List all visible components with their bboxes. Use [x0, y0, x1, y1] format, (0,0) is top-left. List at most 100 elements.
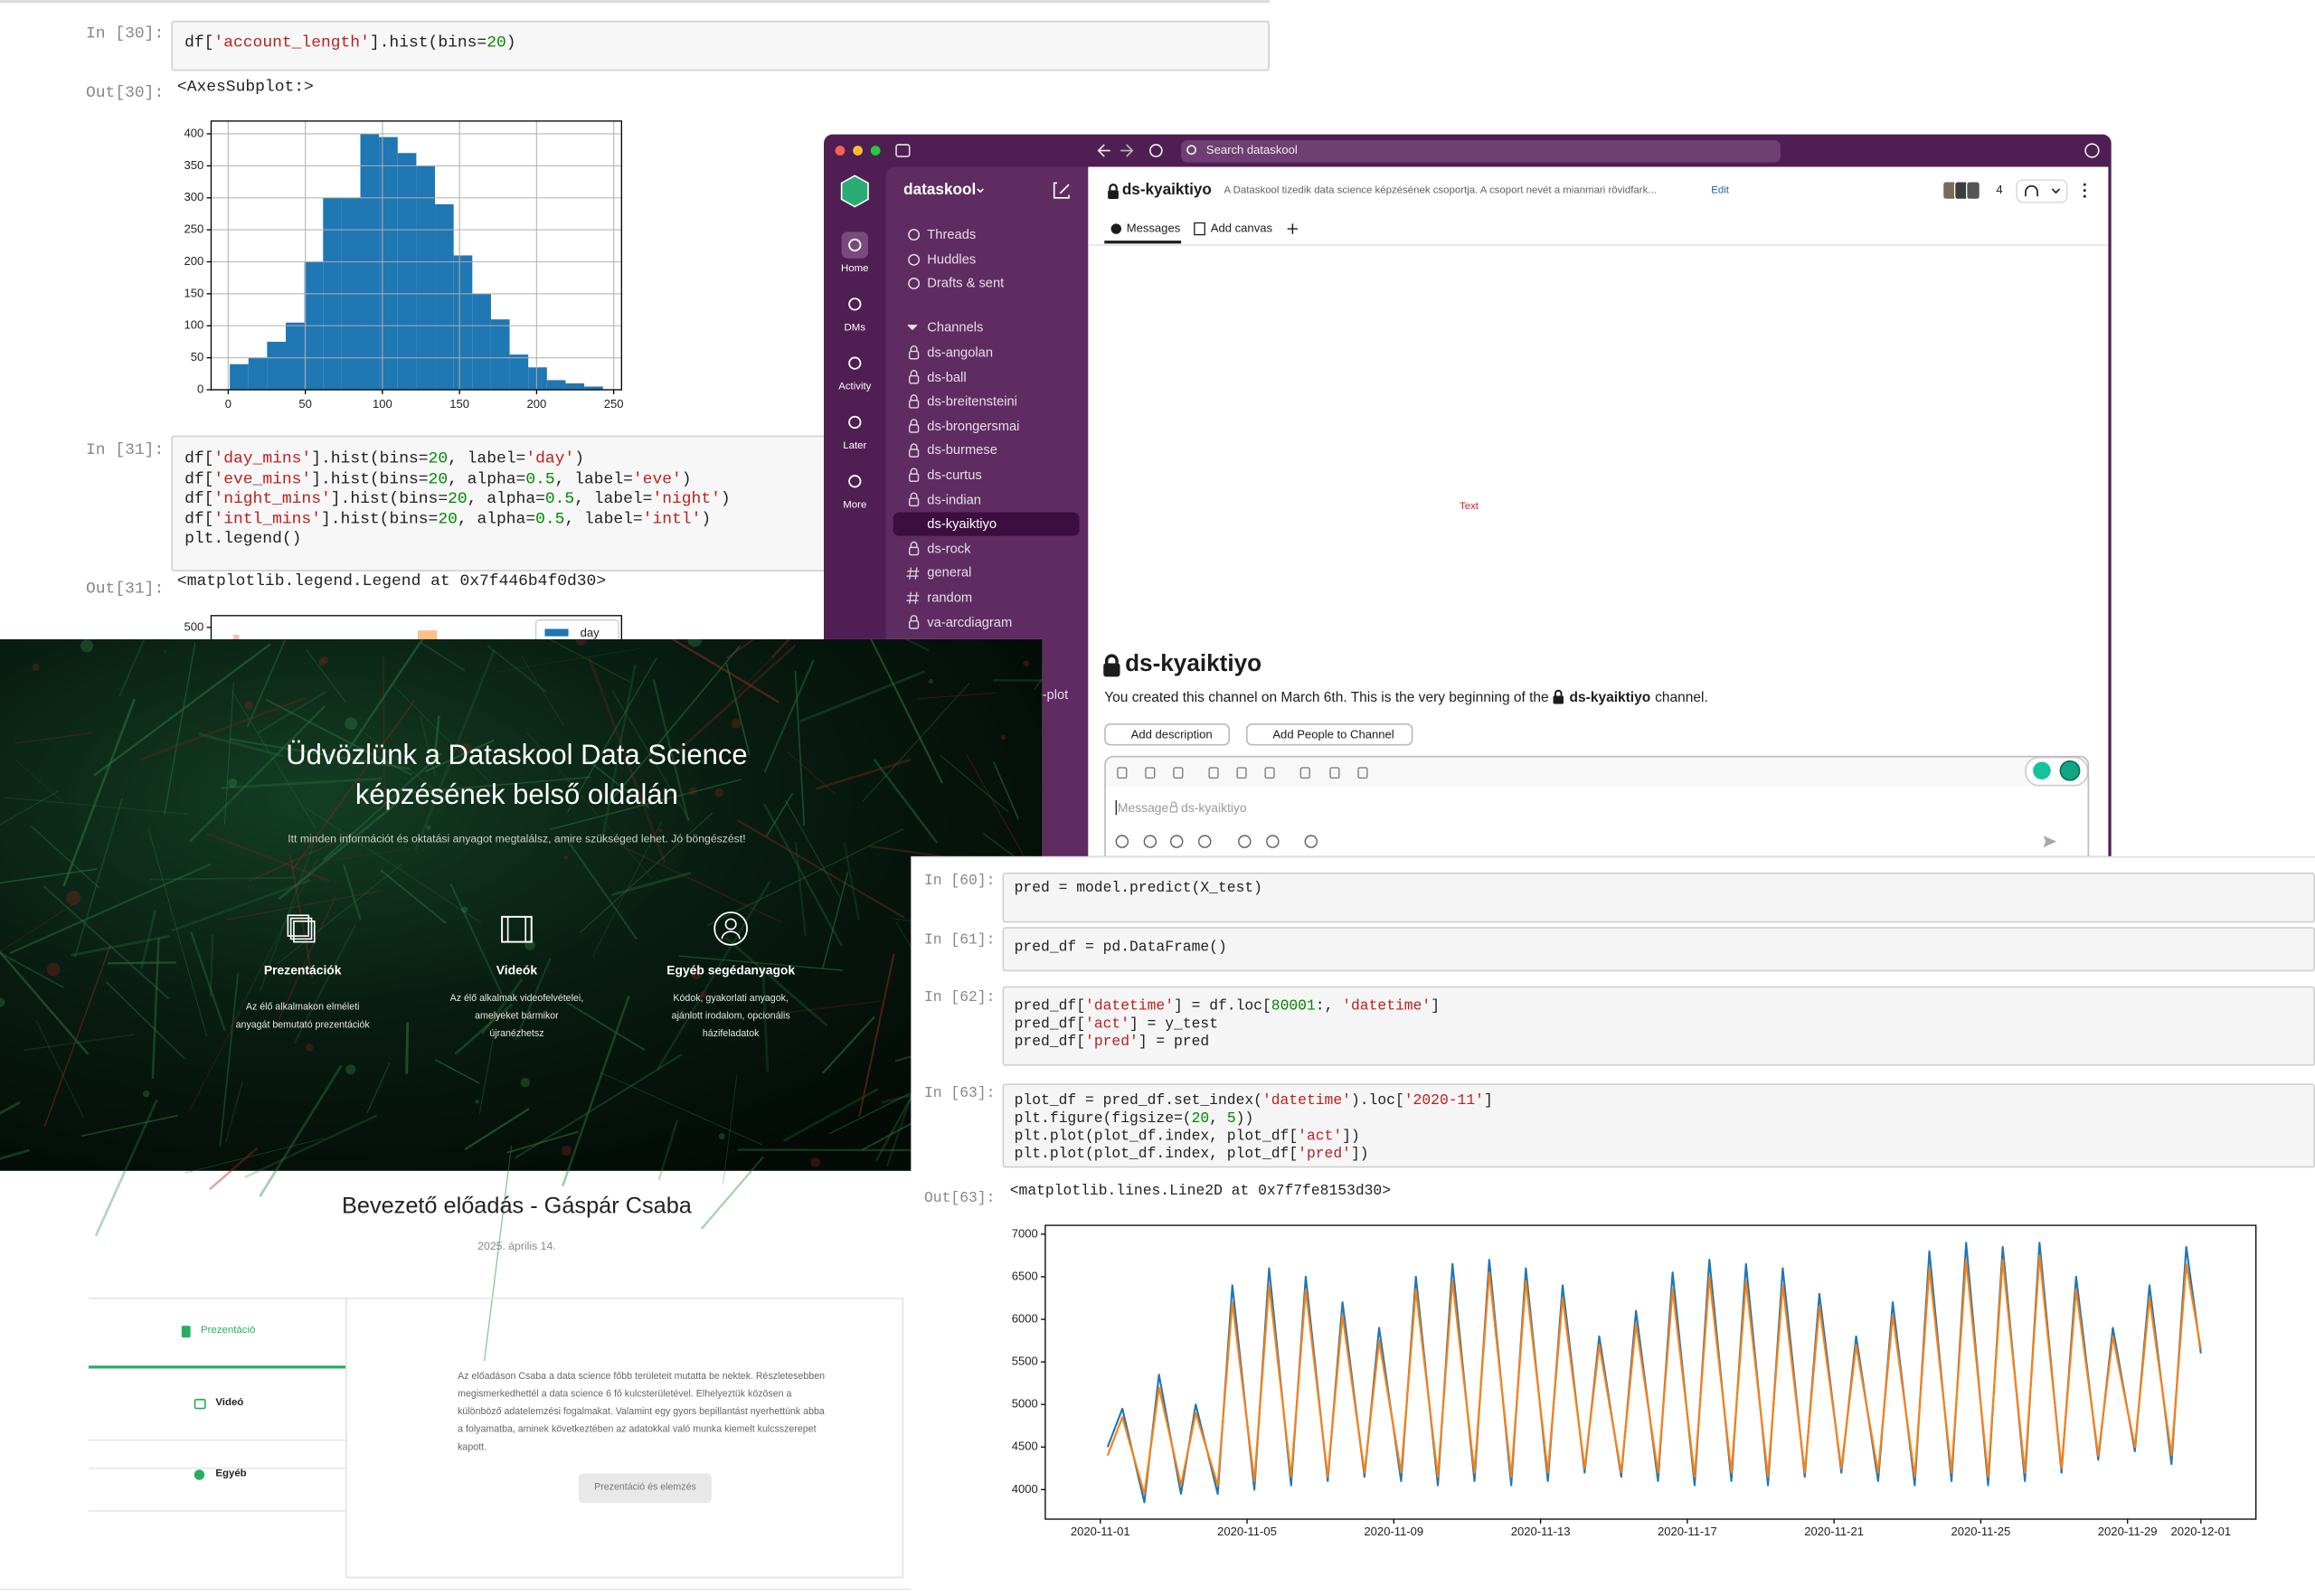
network-line	[92, 643, 271, 777]
x-tick-label: 200	[527, 397, 547, 411]
lock-icon	[910, 443, 918, 449]
network-line	[993, 679, 1043, 682]
shortcut-item[interactable]: Threads	[927, 226, 977, 242]
network-line	[35, 1020, 84, 1118]
network-line	[670, 638, 780, 704]
channel-item[interactable]: ds-rock	[927, 541, 971, 556]
selected-channel-bg[interactable]	[893, 512, 1080, 536]
network-line	[786, 751, 836, 795]
network-line	[106, 981, 185, 1060]
hist-bar	[230, 364, 249, 391]
network-line	[433, 715, 440, 761]
search-box[interactable]	[1181, 140, 1781, 163]
network-line	[108, 961, 176, 965]
lecture-tab[interactable]: Egyéb	[215, 1469, 247, 1479]
network-node	[461, 906, 468, 913]
network-line	[322, 752, 442, 862]
tab[interactable]: Messages	[1126, 222, 1181, 235]
y-tick-label: 100	[184, 318, 204, 332]
nav-label[interactable]: More	[843, 500, 867, 511]
more-icon	[2083, 194, 2086, 198]
tab[interactable]: Add canvas	[1210, 222, 1273, 235]
channel-item[interactable]: ds-ball	[927, 369, 967, 384]
channel-title[interactable]: ds-kyaiktiyo	[1121, 181, 1212, 199]
channel-item[interactable]: general	[927, 565, 972, 581]
channel-item[interactable]: ds-angolan	[927, 345, 994, 360]
shortcut-item[interactable]: Drafts & sent	[927, 275, 1005, 290]
channel-item[interactable]: random	[927, 590, 973, 605]
intro-title: ds-kyaiktiyo	[1125, 651, 1262, 677]
sidebar-toggle-icon	[895, 144, 911, 157]
network-line	[343, 864, 362, 921]
feature-icon	[289, 917, 313, 940]
lecture-button-label[interactable]: Prezentáció és elemzés	[594, 1482, 696, 1493]
network-line	[611, 871, 692, 896]
nav-label[interactable]: DMs	[844, 323, 866, 334]
network-line	[735, 656, 775, 694]
action-button[interactable]	[1245, 722, 1413, 746]
network-line	[4, 797, 188, 815]
network-line	[761, 965, 770, 1072]
network-line	[80, 1114, 178, 1137]
channel-item-partial[interactable]: -plot	[1042, 687, 1069, 703]
network-line	[231, 690, 317, 828]
feature-icon	[721, 930, 741, 940]
network-line	[225, 1081, 243, 1143]
lecture-tab[interactable]: Videó	[215, 1397, 244, 1409]
nav-label[interactable]: Later	[843, 440, 867, 452]
action-button-label[interactable]: Add People to Channel	[1272, 727, 1394, 741]
action-button[interactable]	[1104, 722, 1230, 746]
member-count[interactable]: 4	[1996, 183, 2003, 197]
lecture-tab[interactable]: Prezentáció	[201, 1325, 256, 1336]
code-line: df['intl_mins'].hist(bins=20, alpha=0.5,…	[184, 510, 712, 529]
code-line: plt.legend()	[184, 530, 302, 549]
hist-bar	[565, 382, 585, 391]
channel-item[interactable]: ds-breitensteini	[927, 393, 1017, 409]
composer-placeholder-channel[interactable]: ds-kyaiktiyo	[1181, 799, 1247, 816]
network-line	[940, 754, 1009, 813]
tab-divider	[88, 1510, 346, 1512]
y-tick-label: 300	[184, 190, 204, 203]
code-cell	[1002, 986, 2315, 1066]
network-line	[293, 924, 356, 1044]
nav-label[interactable]: Home	[841, 263, 869, 275]
nav-label[interactable]: Activity	[838, 382, 872, 392]
network-line	[221, 777, 383, 789]
line-chart: 4000 4500 5000 5500 6000 6500 7000 2020-11-01 20…	[1012, 1224, 2257, 1538]
network-line	[265, 698, 412, 776]
hist-bar	[267, 341, 286, 391]
lecture-button[interactable]	[578, 1473, 712, 1504]
edit-link[interactable]: Edit	[1711, 185, 1729, 196]
message-composer[interactable]	[1104, 755, 2090, 856]
hero-title: Üdvözlünk a Dataskool Data Science	[286, 740, 748, 772]
network-line	[219, 973, 239, 1147]
search-placeholder[interactable]: Search dataskool	[1205, 143, 1298, 157]
hero-decoration	[0, 638, 1043, 1362]
composer-tool-icon	[1143, 835, 1158, 848]
network-node	[520, 1077, 530, 1088]
y-tick-label: 350	[184, 158, 204, 172]
channels-header[interactable]: Channels	[927, 319, 984, 335]
channel-item[interactable]: ds-kyaiktiyo	[927, 516, 997, 532]
composer-placeholder[interactable]: Message	[1117, 799, 1169, 816]
shortcut-item[interactable]: Huddles	[927, 251, 977, 267]
workspace-name[interactable]: dataskool	[903, 181, 977, 199]
hist-bar	[453, 255, 473, 391]
lock-icon	[908, 449, 920, 458]
input-prompt: In [61]:	[924, 932, 996, 949]
intro-text: You created this channel on March 6th. T…	[1104, 689, 1549, 706]
action-button-label[interactable]: Add description	[1130, 727, 1213, 741]
channel-item[interactable]: va-arcdiagram	[927, 614, 1013, 629]
network-line	[184, 1138, 325, 1174]
network-line	[515, 1053, 683, 1159]
network-line	[567, 657, 657, 813]
channel-item[interactable]: ds-indian	[927, 491, 981, 507]
channel-item[interactable]: ds-brongersmai	[927, 418, 1020, 434]
network-line	[821, 1015, 875, 1074]
x-tick-label: 150	[449, 397, 469, 411]
code-cell	[1002, 927, 2315, 972]
code-line: plt.figure(figsize=(20, 5))	[1014, 1111, 1254, 1129]
footer-divider	[0, 1588, 1043, 1591]
channel-item[interactable]: ds-curtus	[927, 467, 982, 483]
channel-item[interactable]: ds-burmese	[927, 442, 997, 458]
